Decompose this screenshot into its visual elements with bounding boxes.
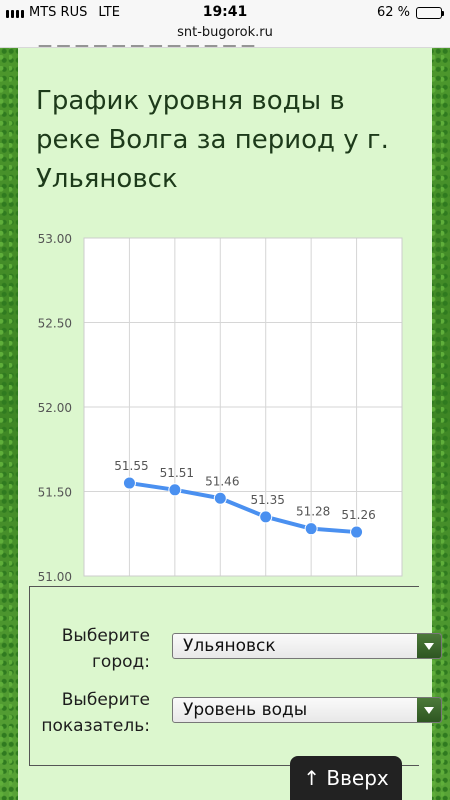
carrier-info: MTS RUS LTE [6,5,120,20]
y-tick-label: 53.00 [38,232,72,246]
indicator-label: Выберите показатель: [41,690,150,736]
page-title: График уровня воды в реке Волга за перио… [36,86,389,194]
y-tick-label: 52.00 [38,401,72,415]
data-label: 51.35 [251,493,285,507]
data-point [304,522,318,536]
city-select-value: Ульяновск [183,636,276,656]
data-label: 51.28 [296,505,330,519]
signal-icon [6,8,24,18]
network-type: LTE [98,5,120,20]
city-select[interactable]: Ульяновск [172,633,442,659]
plot-border [83,237,403,577]
battery-percent: 62 % [376,5,410,20]
data-point [350,525,364,539]
y-tick-label: 51.00 [38,570,72,584]
carrier-name: MTS RUS [29,5,88,20]
filter-panel: Выберите город: Ульяновск Выберите показ… [29,586,442,766]
data-point [168,483,182,497]
data-point [122,476,136,490]
clock: 19:41 [202,4,248,20]
data-label: 51.46 [205,474,239,488]
truncated-heading: — — — — — — — — — — — — [38,38,255,54]
data-point [259,510,273,524]
water-level-chart: 53.0052.5052.0051.5051.0019.0420.0421.04… [18,224,432,608]
data-label: 51.55 [114,459,148,473]
battery-info: 62 % [376,5,444,20]
chevron-down-icon [417,698,441,722]
data-point [213,491,227,505]
data-label: 51.51 [160,466,194,480]
chevron-down-icon [417,634,441,658]
scroll-to-top-button[interactable]: ↑ Вверх [290,756,402,800]
y-tick-label: 52.50 [38,317,72,331]
city-label: Выберите город: [61,626,150,672]
chart-svg: 53.0052.5052.0051.5051.0019.0420.0421.04… [38,232,420,607]
data-label: 51.26 [341,508,375,522]
battery-icon [416,6,444,19]
address-bar-url[interactable]: snt-bugorok.ru [177,25,273,40]
indicator-select[interactable]: Уровень воды [172,697,442,723]
series-line [129,481,357,535]
indicator-select-value: Уровень воды [183,700,308,720]
y-tick-label: 51.50 [38,486,72,500]
status-bar: MTS RUS LTE 19:41 62 % snt-bugorok.ru [0,0,450,48]
